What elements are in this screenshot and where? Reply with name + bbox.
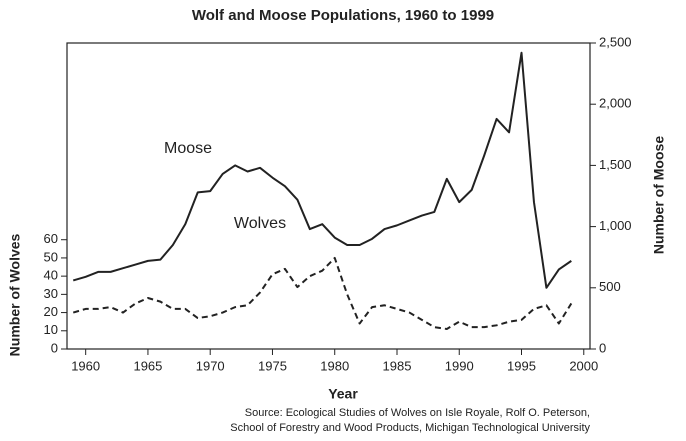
y2-tick-label: 1,000 [599, 218, 632, 233]
x-tick-label: 1985 [383, 358, 412, 373]
y-tick-label: 30 [44, 286, 58, 301]
y-tick-label: 0 [51, 340, 58, 355]
x-tick-label: 1980 [320, 358, 349, 373]
y2-tick-label: 500 [599, 279, 621, 294]
annotation: Wolves [234, 215, 286, 232]
x-tick-label: 2000 [569, 358, 598, 373]
y-tick-label: 20 [44, 304, 58, 319]
y2-tick-label: 0 [599, 340, 606, 355]
x-tick-label: 1995 [507, 358, 536, 373]
y-tick-label: 40 [44, 268, 58, 283]
chart-title: Wolf and Moose Populations, 1960 to 1999 [192, 7, 494, 24]
x-tick-label: 1960 [71, 358, 100, 373]
x-tick-label: 1970 [196, 358, 225, 373]
source: Source: Ecological Studies of Wolves on … [245, 407, 590, 419]
y2-axis-label: Number of Moose [651, 136, 667, 254]
source: School of Forestry and Wood Products, Mi… [230, 422, 590, 434]
plot-frame [66, 42, 591, 350]
y-tick-label: 10 [44, 322, 58, 337]
y2-tick-label: 1,500 [599, 157, 632, 172]
x-tick-label: 1965 [133, 358, 162, 373]
annotation: Moose [164, 140, 212, 157]
y2-tick-label: 2,000 [599, 96, 632, 111]
series-line [72, 256, 573, 330]
y-tick-label: 60 [44, 231, 58, 246]
y-axis-label: Number of Wolves [7, 233, 23, 356]
y-tick-label: 50 [44, 249, 58, 264]
x-axis-label: Year [328, 386, 358, 402]
series-line [72, 51, 572, 289]
y2-tick-label: 2,500 [599, 34, 632, 49]
x-tick-label: 1975 [258, 358, 287, 373]
x-tick-label: 1990 [445, 358, 474, 373]
